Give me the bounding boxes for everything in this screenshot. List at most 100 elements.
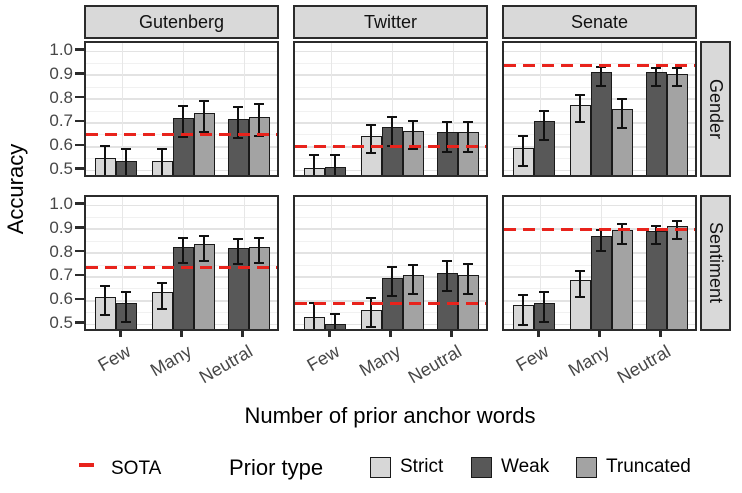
error-bar-line (676, 68, 678, 86)
y-axis-tick-label: 0.5 (49, 313, 73, 333)
error-bar-cap-top (199, 235, 209, 238)
error-bar-cap-bottom (199, 131, 209, 134)
gridline-minor (504, 62, 695, 64)
error-bar-cap-top (463, 262, 473, 265)
error-bar-cap-bottom (651, 242, 661, 245)
gridline-major (295, 228, 486, 230)
error-bar-cap-top (617, 223, 627, 226)
error-bar-cap-bottom (539, 321, 549, 324)
gridline-vertical (539, 197, 542, 329)
y-axis-tick (75, 143, 84, 147)
bar-senate-sentiment-neutral-weak (645, 231, 667, 329)
error-bar-cap-bottom (518, 323, 528, 326)
strict-swatch-icon (370, 456, 391, 478)
panel-twitter-gender (293, 41, 488, 177)
y-axis-tick-label: 0.8 (49, 87, 73, 107)
gridline-vertical (330, 43, 333, 175)
error-bar-line (579, 270, 581, 298)
sota-reference-line (504, 64, 695, 68)
gridline-major (295, 98, 486, 100)
gridline-minor (86, 240, 277, 242)
x-axis-tick (328, 331, 331, 337)
sota-reference-line (295, 301, 486, 305)
error-bar-cap-bottom (596, 84, 606, 87)
facet-strip-twitter: Twitter (293, 5, 488, 39)
error-bar-cap-bottom (408, 148, 418, 151)
error-bar-cap-bottom (157, 308, 167, 311)
error-bar-cap-top (575, 94, 585, 97)
gridline-vertical (452, 43, 455, 175)
error-bar-line (203, 236, 205, 262)
facet-strip-sentiment: Sentiment (700, 195, 731, 331)
x-axis-tick (180, 331, 183, 337)
error-bar-line (370, 125, 372, 153)
gridline-minor (295, 264, 486, 266)
y-axis-tick-label: 0.6 (49, 289, 73, 309)
gridline-major (86, 98, 277, 100)
facet-strip-gutenberg: Gutenberg (84, 5, 279, 39)
gridline-vertical (391, 197, 394, 329)
error-bar-cap-top (672, 219, 682, 222)
error-bar-line (104, 145, 106, 175)
error-bar-line (621, 99, 623, 128)
error-bar-line (182, 106, 184, 138)
x-axis-tick (659, 331, 662, 337)
gridline-vertical (121, 197, 124, 329)
error-bar-cap-top (121, 291, 131, 294)
error-bar-line (412, 265, 414, 294)
error-bar-cap-top (539, 110, 549, 112)
y-axis-tick (75, 273, 84, 277)
legend-item-label: Truncated (606, 456, 691, 477)
error-bar-cap-top (387, 115, 397, 118)
error-bar-cap-bottom (199, 260, 209, 263)
error-bar-cap-top (100, 144, 110, 147)
gridline-major (295, 276, 486, 278)
error-bar-line (334, 313, 336, 329)
error-bar-line (600, 66, 602, 86)
gridline-major (504, 50, 695, 53)
sota-reference-line (86, 265, 277, 269)
bar-senate-gender-many-weak (590, 72, 612, 175)
facet-strip-gender: Gender (700, 41, 731, 177)
gridline-minor (86, 216, 277, 218)
gridline-vertical (121, 43, 124, 175)
y-axis-tick (75, 167, 84, 170)
error-bar-cap-top (254, 102, 264, 105)
bar-senate-sentiment-many-truncated (611, 229, 633, 329)
error-bar-cap-bottom (442, 290, 452, 293)
sota-legend-label: SOTA (111, 458, 162, 479)
error-bar-cap-bottom (617, 126, 627, 129)
gridline-major (86, 74, 277, 76)
legend-item-label: Weak (501, 456, 550, 477)
error-bar-line (412, 120, 414, 150)
bar-senate-gender-neutral-weak (645, 72, 667, 175)
gridline-vertical (330, 197, 333, 329)
gridline-minor (86, 110, 277, 112)
panel-gutenberg-gender (84, 41, 279, 177)
error-bar-cap-bottom (672, 84, 682, 87)
error-bar-cap-bottom (100, 314, 110, 317)
error-bar-cap-top (100, 285, 110, 288)
error-bar-line (621, 224, 623, 244)
gridline-major (86, 50, 277, 53)
error-bar-line (258, 103, 260, 137)
error-bar-line (161, 282, 163, 310)
error-bar-cap-top (157, 281, 167, 284)
error-bar-line (258, 237, 260, 263)
gridline-vertical (452, 197, 455, 329)
legend-item-truncated: Truncated (576, 456, 691, 478)
gridline-minor (86, 62, 277, 64)
gridline-vertical (539, 43, 542, 175)
error-bar-cap-top (178, 105, 188, 108)
error-bar-cap-top (408, 119, 418, 122)
gridline-minor (295, 216, 486, 218)
error-bar-cap-bottom (366, 151, 376, 154)
error-bar-cap-bottom (539, 138, 549, 141)
error-bar-cap-top (442, 120, 452, 123)
sota-legend-entry (79, 463, 94, 467)
error-bar-line (467, 121, 469, 152)
panel-senate-gender (502, 41, 697, 177)
panel-gutenberg-sentiment (84, 195, 279, 331)
error-bar-cap-top (575, 269, 585, 272)
x-axis-tick (598, 331, 601, 337)
